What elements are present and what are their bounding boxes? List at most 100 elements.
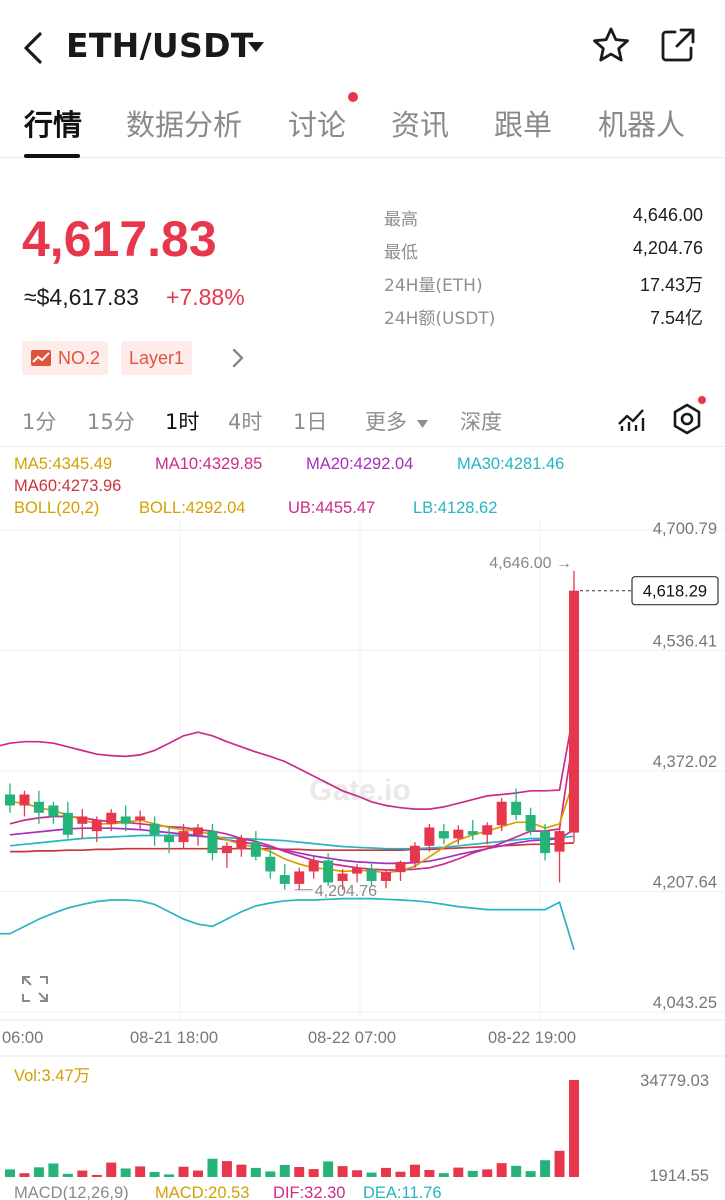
y-tick-label: 4,207.64 (653, 874, 717, 892)
interval-more[interactable]: 更多 (365, 406, 429, 436)
stat-label-low: 最低 (384, 243, 418, 263)
tab-copy-trading[interactable]: 跟单 (494, 108, 553, 142)
price-change-percent: +7.88% (166, 284, 245, 310)
interval-4h[interactable]: 4时 (228, 410, 263, 434)
tab-data-analysis[interactable]: 数据分析 (126, 108, 243, 142)
indicator-line-ma30 (9, 834, 575, 850)
category-tag[interactable]: Layer1 (121, 341, 193, 375)
volume-bar (467, 1170, 478, 1177)
candle-body (424, 827, 435, 846)
stat-value-turnover: 7.54亿 (649, 308, 703, 328)
candle-body (164, 834, 175, 843)
candle-body (236, 838, 247, 850)
volume-bar (337, 1166, 348, 1177)
depth-tab[interactable]: 深度 (460, 410, 502, 434)
volume-bar (381, 1167, 391, 1177)
candle-body (19, 794, 30, 806)
active-tab-indicator (24, 154, 80, 158)
y-tick-label: 4,372.02 (653, 753, 717, 771)
candle-body (467, 831, 478, 835)
volume-bar (207, 1158, 218, 1177)
high-price-marker: 4,646.00 → (489, 555, 572, 572)
volume-bar (308, 1169, 319, 1177)
candle-body (193, 827, 203, 835)
main-tabs: 行情 数据分析 讨论 资讯 跟单 机器人 (0, 94, 725, 158)
candle-body (250, 842, 261, 857)
candle-body (33, 801, 44, 813)
candle-body (496, 801, 507, 826)
last-price: 4,617.83 (22, 211, 217, 267)
star-icon[interactable] (592, 26, 630, 64)
indicator-icon[interactable] (616, 404, 646, 434)
volume-bar (77, 1170, 88, 1177)
stat-label-high: 最高 (384, 210, 418, 230)
boll-legend: BOLL:4292.04 (139, 499, 246, 517)
dif-legend: DIF:32.30 (273, 1184, 346, 1200)
volume-bar (33, 1167, 44, 1177)
volume-bar (48, 1163, 59, 1177)
dea-legend: DEA:11.76 (363, 1184, 442, 1200)
interval-1h[interactable]: 1时 (165, 410, 200, 434)
candle-body (409, 845, 420, 862)
volume-bar (569, 1080, 579, 1177)
ma10-legend: MA10:4329.85 (155, 455, 263, 473)
candle-body (395, 861, 406, 873)
volume-bar (193, 1170, 203, 1177)
volume-bar (135, 1166, 146, 1177)
candle-body (511, 801, 522, 815)
settings-notification-dot (698, 396, 706, 404)
caret-down-icon (416, 420, 428, 428)
candle-body (308, 860, 319, 872)
stat-label-volume: 24H量(ETH) (384, 276, 483, 296)
candle-body (265, 856, 276, 872)
candlestick-chart[interactable]: 4,700.79 4,536.41 4,372.02 4,207.64 4,043.25… (0, 520, 725, 1200)
candle-body (554, 831, 565, 852)
last-price-box (631, 576, 719, 606)
tab-bots[interactable]: 机器人 (598, 108, 686, 142)
tab-news[interactable]: 资讯 (391, 108, 450, 142)
indicator-line-ub (0, 710, 575, 810)
trading-pair-title[interactable]: ETH/USDT (66, 26, 254, 65)
caret-down-icon[interactable] (246, 40, 266, 54)
back-arrow-icon[interactable] (18, 28, 50, 68)
tab-discussion[interactable]: 讨论 (288, 108, 347, 142)
volume-bar (149, 1172, 160, 1177)
tab-market[interactable]: 行情 (24, 108, 83, 142)
share-icon[interactable] (660, 27, 696, 63)
candle-body (135, 816, 146, 821)
x-tick-label: 08-22 19:00 (488, 1029, 577, 1047)
ma5-legend: MA5:4345.49 (14, 455, 113, 473)
volume-bar (482, 1169, 493, 1177)
candle-body (178, 831, 189, 843)
notification-dot (348, 92, 358, 102)
gear-icon[interactable] (670, 402, 704, 436)
usd-price: ≈$4,617.83 (24, 284, 139, 310)
indicator-line-ma60 (10, 842, 575, 853)
interval-more-label: 更多 (365, 410, 407, 434)
candle-body (381, 872, 391, 881)
candle-body (62, 812, 73, 835)
volume-bar (236, 1164, 247, 1177)
interval-15m[interactable]: 15分 (87, 410, 135, 434)
low-price-marker: 4,204.76 (315, 883, 377, 900)
ma20-legend: MA20:4292.04 (306, 455, 414, 473)
category-tag-label: Layer1 (129, 347, 185, 368)
rank-tag-label: NO.2 (58, 347, 101, 368)
rank-tag[interactable]: NO.2 (22, 341, 109, 375)
candle-body (366, 869, 377, 881)
y-tick-label: 4,536.41 (653, 633, 717, 651)
volume-bar (323, 1161, 334, 1177)
chevron-right-icon[interactable] (228, 346, 248, 370)
fullscreen-icon[interactable] (20, 974, 50, 1004)
divider (0, 446, 725, 447)
stat-value-volume: 17.43万 (639, 275, 703, 295)
stat-label-turnover: 24H额(USDT) (384, 309, 496, 329)
candle-body (120, 816, 131, 824)
candle-body (453, 829, 464, 839)
candle-body (5, 794, 15, 806)
volume-bar (496, 1163, 507, 1177)
volume-bar (19, 1173, 30, 1177)
macd-legend: MACD:20.53 (155, 1184, 250, 1200)
interval-1d[interactable]: 1日 (293, 410, 328, 434)
interval-1m[interactable]: 1分 (22, 410, 57, 434)
